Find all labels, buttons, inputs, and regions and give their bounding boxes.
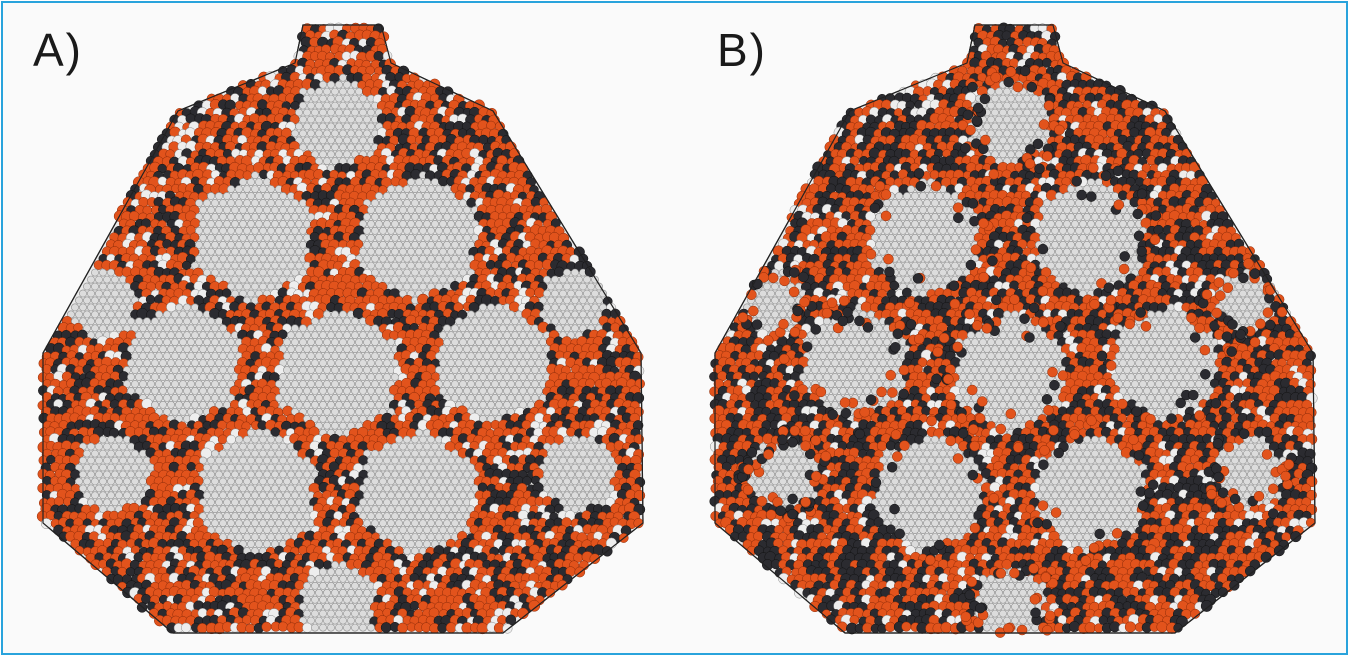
nanoparticle-a-image <box>36 22 646 635</box>
panel-label-b: B) <box>717 24 767 76</box>
panel-a: A) <box>3 3 675 653</box>
panel-label-a: A) <box>33 24 83 76</box>
panel-b: B) <box>675 3 1347 653</box>
nanoparticle-b-image <box>709 22 1318 638</box>
